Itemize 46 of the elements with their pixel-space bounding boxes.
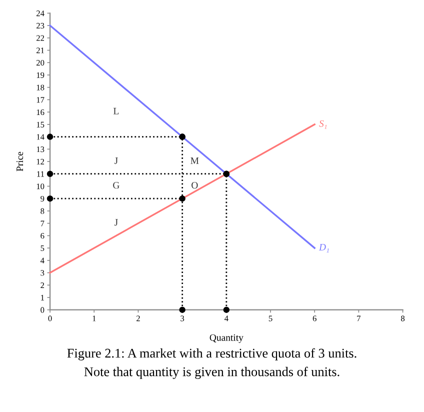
y-tick-label: 13 xyxy=(36,146,44,152)
annotation: J xyxy=(114,219,118,226)
y-tick-label: 17 xyxy=(36,97,44,103)
annotation: J xyxy=(114,157,118,164)
y-tick-label: 1 xyxy=(41,294,44,300)
x-axis-title: Quantity xyxy=(210,334,244,343)
y-tick-label: 24 xyxy=(36,10,44,16)
y-tick-label: 2 xyxy=(40,282,44,288)
y-tick-label: 23 xyxy=(36,22,44,29)
y-tick-label: 7 xyxy=(40,220,44,226)
series-label: S₁ xyxy=(319,120,327,129)
annotation: M xyxy=(190,157,199,164)
y-tick-label: 10 xyxy=(36,184,44,190)
y-tick-label: 8 xyxy=(40,208,44,214)
y-tick-label: 16 xyxy=(36,109,44,116)
y-tick-label: 22 xyxy=(36,35,44,41)
x-tick-label: 5 xyxy=(268,316,272,322)
y-tick-label: 6 xyxy=(40,233,44,239)
y-tick-label: 5 xyxy=(40,245,44,251)
y-tick-label: 0 xyxy=(40,307,44,313)
y-tick-label: 3 xyxy=(40,270,44,276)
x-tick-label: 8 xyxy=(401,316,405,322)
y-tick-label: 18 xyxy=(36,84,44,90)
y-tick-label: 4 xyxy=(40,258,44,264)
y-tick-label: 14 xyxy=(36,134,44,140)
annotation: O xyxy=(192,182,198,189)
x-tick-label: 7 xyxy=(357,316,361,322)
caption: Figure 2.1: A market with a restrictive quota of 3 units. xyxy=(67,348,356,360)
y-axis-title: Price xyxy=(16,152,24,172)
x-tick-label: 0 xyxy=(48,316,52,322)
y-tick-label: 15 xyxy=(36,122,44,128)
y-tick-label: 11 xyxy=(37,171,44,177)
y-tick-label: 9 xyxy=(40,196,44,202)
x-tick-label: 6 xyxy=(312,316,316,322)
x-tick-label: 3 xyxy=(180,316,184,322)
x-tick-label: 2 xyxy=(136,316,140,322)
x-tick-label: 4 xyxy=(224,316,228,322)
text: Note that quantity is given in thousands of units. xyxy=(84,366,340,379)
annotation: G xyxy=(113,182,120,189)
y-tick-label: 21 xyxy=(36,48,44,54)
y-tick-label: 20 xyxy=(36,60,44,66)
y-tick-label: 12 xyxy=(36,158,44,164)
y-tick-label: 19 xyxy=(36,72,44,78)
x-tick-label: 1 xyxy=(92,316,96,322)
annotation: L xyxy=(113,108,119,114)
series-label: D₁ xyxy=(318,244,329,252)
